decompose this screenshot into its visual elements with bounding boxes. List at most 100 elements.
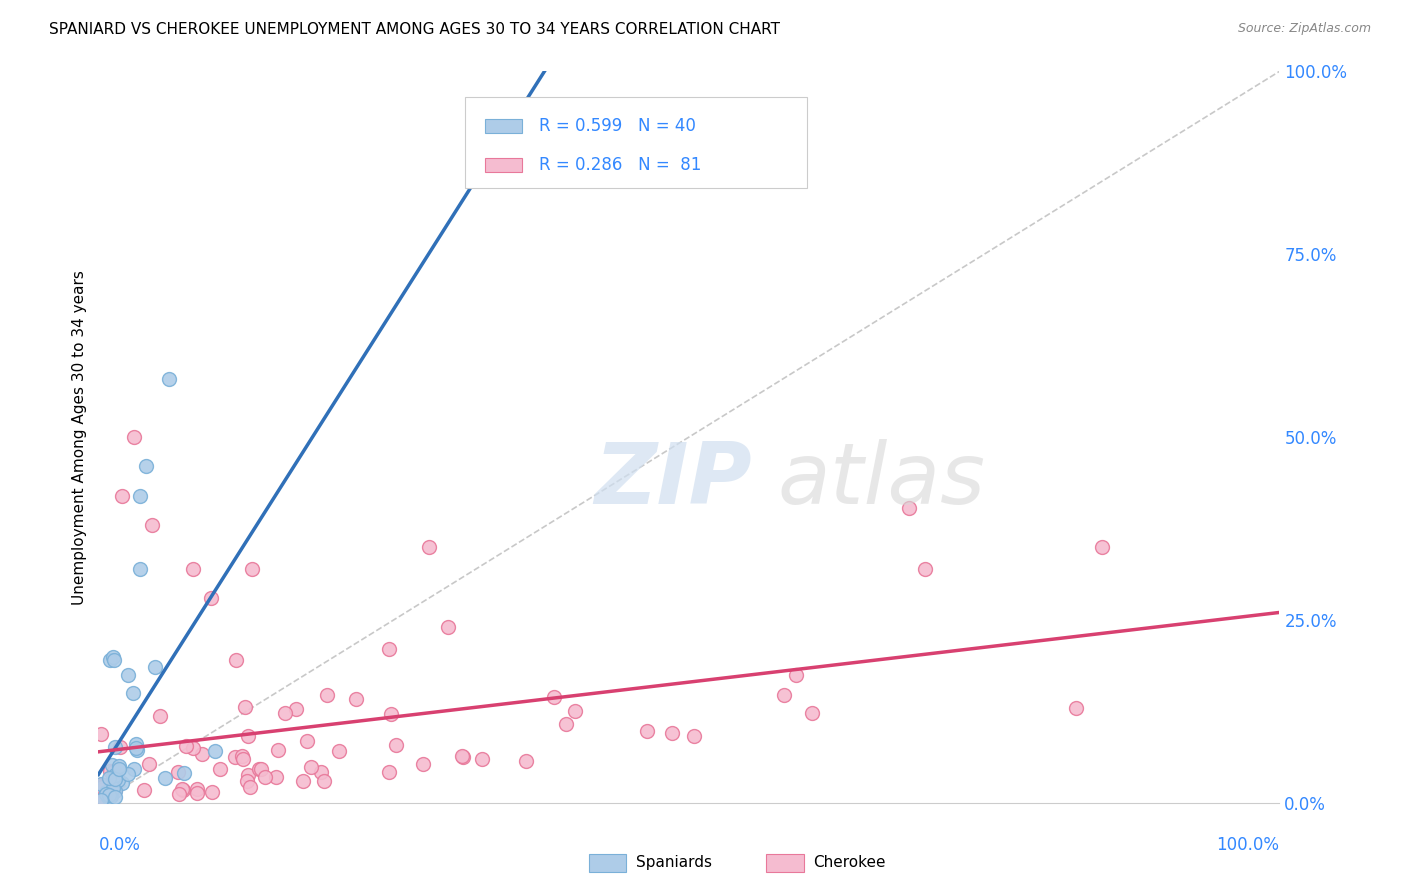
Point <box>111 776 134 790</box>
Point <box>132 783 155 797</box>
Point <box>90 778 112 792</box>
Point <box>247 762 270 776</box>
Text: R = 0.599   N = 40: R = 0.599 N = 40 <box>538 117 696 135</box>
FancyBboxPatch shape <box>485 158 523 172</box>
Point <box>98 784 121 798</box>
Point <box>128 489 150 503</box>
Point <box>125 740 148 755</box>
Point <box>108 762 131 776</box>
Point <box>773 688 796 702</box>
Point <box>141 517 163 532</box>
Point <box>236 774 259 789</box>
Point <box>181 741 204 756</box>
Point <box>117 766 139 780</box>
Point <box>125 743 148 757</box>
Point <box>377 765 399 780</box>
Point <box>128 562 150 576</box>
Point <box>90 726 112 740</box>
Point <box>274 706 297 721</box>
Text: SPANIARD VS CHEROKEE UNEMPLOYMENT AMONG AGES 30 TO 34 YEARS CORRELATION CHART: SPANIARD VS CHEROKEE UNEMPLOYMENT AMONG … <box>49 22 780 37</box>
Point <box>104 782 127 797</box>
Point <box>186 785 208 799</box>
Point <box>385 738 408 752</box>
Point <box>231 748 253 763</box>
Point <box>515 755 537 769</box>
Point <box>125 737 148 751</box>
Point <box>107 772 129 787</box>
Point <box>378 641 401 656</box>
Point <box>166 764 188 779</box>
Point <box>801 706 824 720</box>
Text: ZIP: ZIP <box>595 440 752 523</box>
Text: Cherokee: Cherokee <box>813 855 886 871</box>
Point <box>451 748 474 763</box>
Point <box>297 734 319 748</box>
Point <box>314 773 336 788</box>
Point <box>186 782 208 797</box>
Point <box>90 777 112 791</box>
Point <box>121 686 143 700</box>
Point <box>104 767 127 781</box>
Point <box>111 489 134 503</box>
Point <box>90 792 112 806</box>
Point <box>233 700 256 714</box>
Point <box>451 750 474 764</box>
Point <box>122 430 145 444</box>
Point <box>344 691 367 706</box>
Point <box>785 668 807 682</box>
Point <box>97 789 120 804</box>
Point <box>201 785 224 799</box>
Text: atlas: atlas <box>778 440 986 523</box>
Point <box>173 765 195 780</box>
Point <box>101 769 124 783</box>
Point <box>253 770 276 784</box>
Text: Spaniards: Spaniards <box>636 855 711 871</box>
Point <box>412 757 434 772</box>
Point <box>209 763 232 777</box>
Point <box>1064 700 1087 714</box>
Point <box>103 781 125 796</box>
Point <box>117 667 139 681</box>
Point <box>328 744 350 758</box>
Point <box>104 790 127 805</box>
Point <box>94 784 117 798</box>
Point <box>190 747 212 761</box>
Point <box>564 704 586 718</box>
Point <box>266 771 288 785</box>
Point <box>174 739 197 753</box>
Point <box>143 660 166 674</box>
FancyBboxPatch shape <box>485 119 523 133</box>
Y-axis label: Unemployment Among Ages 30 to 34 years: Unemployment Among Ages 30 to 34 years <box>72 269 87 605</box>
Point <box>418 540 440 554</box>
Point <box>292 773 315 788</box>
Point <box>224 749 246 764</box>
Point <box>90 783 112 797</box>
Text: R = 0.286   N =  81: R = 0.286 N = 81 <box>538 156 702 174</box>
Point <box>543 690 565 705</box>
Point <box>98 653 121 667</box>
Point <box>153 772 176 786</box>
Point <box>100 789 122 803</box>
Point <box>172 783 194 797</box>
Point <box>316 688 339 702</box>
Point <box>91 780 114 794</box>
Point <box>636 723 658 738</box>
Point <box>1091 540 1114 554</box>
Point <box>661 726 683 740</box>
Point <box>101 649 124 664</box>
Point <box>104 739 127 754</box>
Point <box>471 752 494 766</box>
Point <box>682 729 704 743</box>
Point <box>97 788 120 802</box>
Point <box>897 500 920 515</box>
Point <box>104 769 127 783</box>
FancyBboxPatch shape <box>464 97 807 188</box>
Point <box>90 779 112 793</box>
Point <box>104 784 127 798</box>
Point <box>240 562 263 576</box>
Point <box>167 787 190 801</box>
Point <box>181 562 204 576</box>
Point <box>204 744 226 758</box>
Point <box>100 787 122 801</box>
Point <box>98 790 121 805</box>
